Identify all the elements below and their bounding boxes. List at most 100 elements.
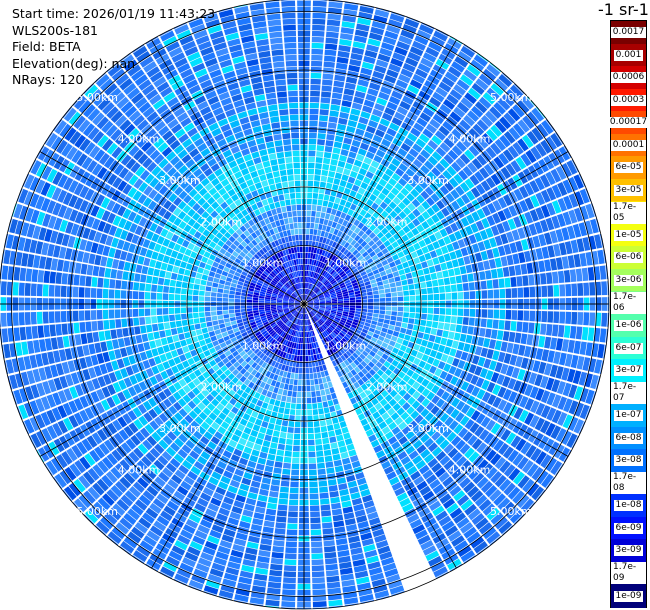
range-gate — [589, 282, 596, 296]
range-gate — [331, 298, 338, 301]
range-gate — [364, 347, 371, 354]
range-gate — [464, 132, 476, 144]
range-gate — [311, 553, 324, 560]
range-gate — [366, 258, 374, 265]
range-gate — [414, 319, 421, 325]
range-gate — [381, 112, 393, 122]
range-gate — [210, 297, 217, 302]
range-gate — [182, 275, 190, 283]
range-gate — [481, 132, 494, 145]
range-gate — [507, 218, 517, 230]
range-gate — [228, 294, 235, 299]
range-gate — [323, 157, 331, 165]
range-gate — [360, 271, 367, 277]
range-gate — [535, 286, 542, 298]
range-gate — [333, 459, 343, 467]
range-gate — [305, 276, 308, 283]
range-gate — [307, 302, 314, 304]
range-gate — [563, 270, 571, 283]
range-gate — [324, 43, 338, 51]
range-gate — [54, 285, 61, 297]
range-gate — [463, 343, 471, 353]
range-gate — [583, 282, 590, 296]
range-gate — [326, 575, 340, 583]
range-gate — [178, 333, 185, 341]
range-gate — [482, 68, 497, 82]
range-gate — [599, 265, 607, 280]
range-gate — [361, 311, 367, 316]
range-gate — [395, 79, 409, 89]
range-gate — [480, 150, 492, 163]
range-gate — [307, 168, 315, 175]
range-gate — [322, 237, 327, 244]
range-gate — [483, 432, 495, 445]
range-gate — [319, 420, 327, 427]
range-gate — [540, 139, 552, 154]
range-gate — [169, 279, 177, 287]
range-gate — [156, 308, 163, 316]
range-gate — [341, 143, 351, 151]
range-gate — [361, 305, 368, 309]
range-gate — [421, 378, 430, 388]
range-gate — [534, 374, 543, 387]
range-gate — [351, 47, 365, 55]
range-gate — [427, 139, 439, 150]
range-gate — [584, 373, 593, 388]
range-gate — [385, 333, 392, 340]
range-gate — [528, 223, 538, 236]
range-gate — [327, 318, 333, 323]
range-gate — [163, 315, 170, 322]
range-gate — [358, 73, 371, 82]
range-gate — [312, 6, 327, 13]
range-gate — [354, 179, 362, 187]
range-gate — [319, 306, 326, 309]
range-gate — [195, 329, 203, 336]
range-gate — [169, 314, 176, 322]
range-gate — [480, 347, 489, 358]
range-gate — [326, 467, 335, 474]
range-gate — [370, 324, 377, 329]
range-gate — [378, 266, 385, 273]
range-gate — [457, 238, 466, 249]
range-gate — [72, 310, 79, 322]
range-gate — [323, 271, 328, 277]
range-gate — [517, 227, 526, 240]
range-gate — [512, 123, 526, 137]
range-gate — [422, 128, 434, 139]
range-gate — [494, 235, 503, 246]
range-gate — [446, 339, 454, 348]
range-gate — [350, 232, 357, 239]
range-gate — [599, 328, 607, 343]
range-gate — [313, 302, 320, 304]
range-gate — [323, 219, 329, 226]
range-gate — [420, 57, 434, 69]
range-gate — [304, 270, 307, 277]
range-gate — [328, 116, 338, 123]
range-gate — [319, 297, 325, 301]
range-gate — [291, 469, 300, 476]
range-gate — [218, 319, 225, 325]
range-gate — [279, 382, 285, 389]
range-gate — [434, 336, 442, 344]
range-gate — [429, 118, 441, 129]
range-gate — [549, 364, 558, 378]
range-gate — [392, 254, 399, 261]
range-gate — [228, 309, 235, 314]
range-gate — [309, 259, 313, 265]
range-gate — [510, 160, 522, 173]
range-gate — [329, 227, 335, 234]
range-gate — [343, 249, 349, 256]
range-gate — [418, 325, 426, 333]
range-gate — [311, 54, 323, 61]
range-gate — [524, 182, 535, 196]
range-gate — [344, 214, 352, 222]
range-gate — [535, 310, 542, 322]
range-gate — [312, 235, 317, 242]
range-gate — [463, 69, 477, 82]
range-gate — [486, 63, 501, 77]
range-gate — [313, 298, 319, 301]
range-gate — [564, 353, 573, 367]
range-gate — [144, 292, 151, 300]
range-gate — [434, 130, 446, 141]
range-gate — [428, 334, 436, 342]
